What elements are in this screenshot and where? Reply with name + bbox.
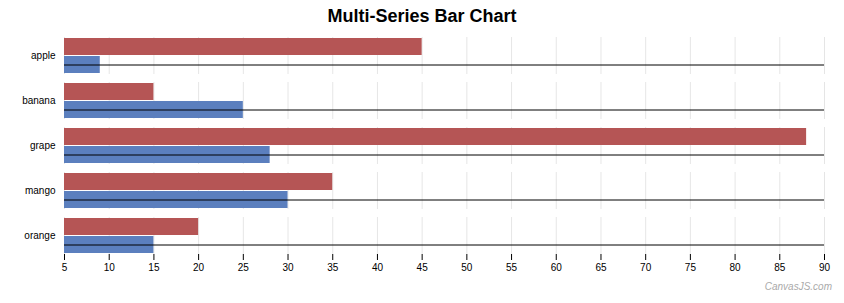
svg-text:90: 90 — [819, 262, 831, 273]
svg-text:70: 70 — [640, 262, 652, 273]
svg-text:banana: banana — [22, 95, 56, 106]
svg-text:mango: mango — [25, 185, 56, 196]
svg-text:85: 85 — [774, 262, 786, 273]
svg-text:orange: orange — [24, 230, 56, 241]
svg-text:80: 80 — [730, 262, 742, 273]
svg-text:60: 60 — [551, 262, 563, 273]
svg-text:50: 50 — [461, 262, 473, 273]
svg-text:15: 15 — [148, 262, 160, 273]
svg-text:55: 55 — [506, 262, 518, 273]
svg-text:10: 10 — [104, 262, 116, 273]
svg-text:75: 75 — [685, 262, 697, 273]
svg-text:grape: grape — [30, 140, 56, 151]
html-text:CanvasJS.com: CanvasJS.com — [764, 281, 832, 292]
svg-text:35: 35 — [327, 262, 339, 273]
html-text:Multi-Series Bar Chart: Multi-Series Bar Chart — [327, 6, 517, 26]
svg-text:65: 65 — [595, 262, 607, 273]
svg-text:30: 30 — [282, 262, 294, 273]
svg-text:45: 45 — [417, 262, 429, 273]
svg-text:40: 40 — [372, 262, 384, 273]
svg-text:5: 5 — [62, 262, 68, 273]
svg-text:apple: apple — [31, 50, 56, 61]
svg-text:25: 25 — [238, 262, 250, 273]
svg-text:20: 20 — [193, 262, 205, 273]
